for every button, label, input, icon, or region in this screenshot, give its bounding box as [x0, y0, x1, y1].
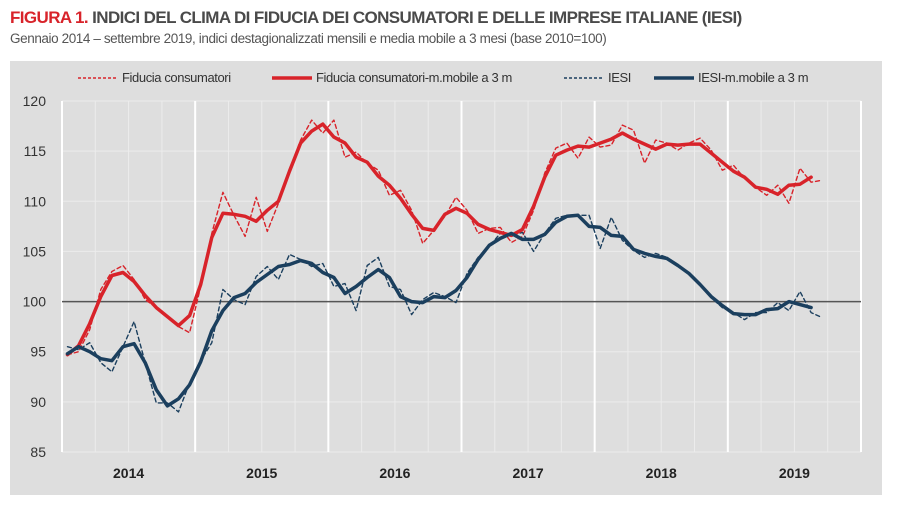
- series-line-iesi: [66, 214, 823, 413]
- legend-swatch-dashed-red: [78, 76, 118, 79]
- legend-item-fiducia-consumatori: Fiducia consumatori: [78, 70, 231, 85]
- legend-label: IESI-m.mobile a 3 m: [698, 70, 809, 85]
- y-tick-label: 100: [23, 294, 47, 310]
- x-tick-label: 2016: [379, 465, 410, 481]
- y-tick-label: 85: [30, 444, 46, 460]
- y-tick-label: 95: [30, 344, 46, 360]
- x-tick-label: 2019: [779, 465, 810, 481]
- series-line-iesi-m-mobile-a-3-m: [65, 213, 813, 408]
- x-tick-label: 2017: [513, 465, 544, 481]
- legend-item-iesi-mm: IESI-m.mobile a 3 m: [654, 70, 809, 85]
- y-tick-label: 120: [23, 93, 47, 109]
- chart-title: FIGURA 1. INDICI DEL CLIMA DI FIDUCIA DE…: [10, 8, 742, 28]
- x-tick-label: 2015: [246, 465, 277, 481]
- x-tick-label: 2014: [113, 465, 144, 481]
- chart-panel: [10, 61, 882, 495]
- title-text: INDICI DEL CLIMA DI FIDUCIA DEI CONSUMAT…: [92, 8, 742, 27]
- figure-number: FIGURA 1.: [10, 8, 89, 27]
- legend-item-iesi: IESI: [564, 70, 631, 85]
- legend-label: IESI: [608, 70, 631, 85]
- x-tick-label: 2018: [646, 465, 677, 481]
- y-tick-label: 115: [24, 143, 47, 159]
- legend-label: Fiducia consumatori: [122, 70, 231, 85]
- series-line-fiducia-consumatori: [66, 119, 823, 356]
- legend-item-fiducia-consumatori-mm: Fiducia consumatori-m.mobile a 3 m: [272, 70, 512, 85]
- legend-swatch-solid-red: [272, 75, 312, 80]
- series-line-fiducia-consumatori-m-mobile-a-3-m: [65, 122, 813, 357]
- y-tick-label: 110: [24, 193, 47, 209]
- y-tick-label: 105: [23, 243, 47, 259]
- chart-subtitle: Gennaio 2014 – settembre 2019, indici de…: [10, 31, 607, 46]
- legend-label: Fiducia consumatori-m.mobile a 3 m: [316, 70, 512, 85]
- legend-swatch-solid-blue: [654, 75, 694, 80]
- legend-swatch-dashed-blue: [564, 76, 604, 79]
- y-tick-label: 90: [30, 394, 46, 410]
